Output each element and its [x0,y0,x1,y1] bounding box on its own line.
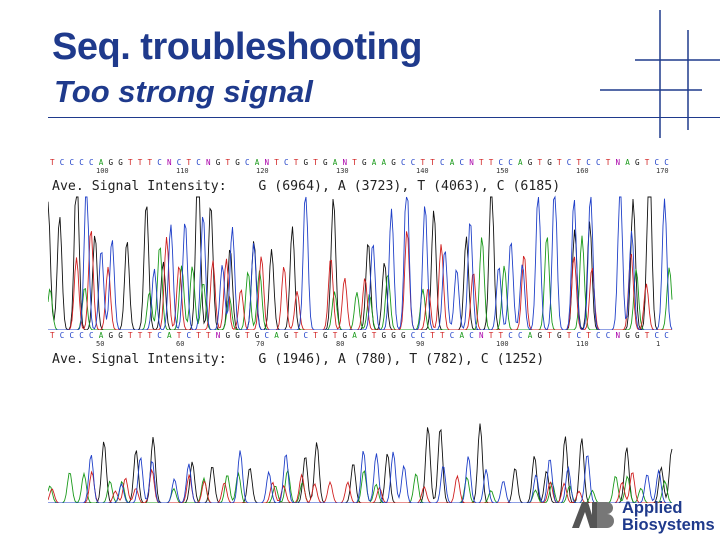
corner-grid-decoration [600,10,720,138]
base-position-ruler: 100 110 120 130 140 150 160 170 [48,167,673,177]
position-tick-label: 170 [656,167,669,175]
trace-a [48,235,673,330]
position-tick-label: 110 [176,167,189,175]
logo-line-2: Biosystems [622,516,715,534]
trace-a [48,468,673,503]
position-tick-label: 80 [336,340,345,348]
position-tick-label: 150 [496,167,509,175]
ab-logo-mark-icon [572,502,614,528]
position-tick-label: 140 [416,167,429,175]
base-call-sequence: T C C C C A G G T T T C A T C T T N G G … [50,331,670,340]
applied-biosystems-logo: Applied Biosystems [570,500,720,536]
position-tick-label: 60 [176,340,185,348]
signal-intensity-label: Ave. Signal Intensity: G (6964), A (3723… [52,179,565,194]
position-tick-label: 130 [336,167,349,175]
slide-subtitle: Too strong signal [54,74,313,109]
title-underline [48,117,720,118]
slide-title: Seq. troubleshooting [52,26,422,68]
logo-line-1: Applied [622,499,683,517]
position-tick-label: 100 [496,340,509,348]
chromatogram-trace [48,195,673,330]
position-tick-label: 90 [416,340,425,348]
signal-intensity-label: Ave. Signal Intensity: G (1946), A (780)… [52,352,549,367]
base-position-ruler: 50 60 70 80 90 100 110 1 [48,340,673,350]
base-call-sequence: T C C C C A G G T T T C N C T C N G T G … [50,158,670,167]
trace-c [48,195,673,330]
trace-c [48,450,672,503]
trace-t [48,468,672,503]
position-tick-label: 70 [256,340,265,348]
trace-t [48,231,672,330]
position-tick-label: 160 [576,167,589,175]
electropherogram-panel-normal: T C C C C A G G T T T C A T C T T N G G … [48,328,673,503]
position-tick-label: 120 [256,167,269,175]
chromatogram-trace [48,423,673,503]
electropherogram-panel-strong: T C C C C A G G T T T C N C T C N G T G … [48,155,673,330]
position-tick-label: 50 [96,340,105,348]
position-tick-label: 110 [576,340,589,348]
position-tick-label: 100 [96,167,109,175]
position-tick-label: 1 [656,340,661,348]
trace-g [48,423,673,503]
